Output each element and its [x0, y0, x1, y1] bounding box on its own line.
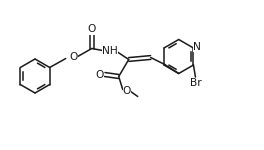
Text: NH: NH	[102, 45, 117, 56]
Text: O: O	[88, 24, 96, 34]
Text: O: O	[122, 87, 131, 96]
Text: O: O	[69, 52, 78, 63]
Text: Br: Br	[190, 78, 201, 88]
Text: O: O	[96, 69, 104, 80]
Text: N: N	[192, 42, 200, 52]
